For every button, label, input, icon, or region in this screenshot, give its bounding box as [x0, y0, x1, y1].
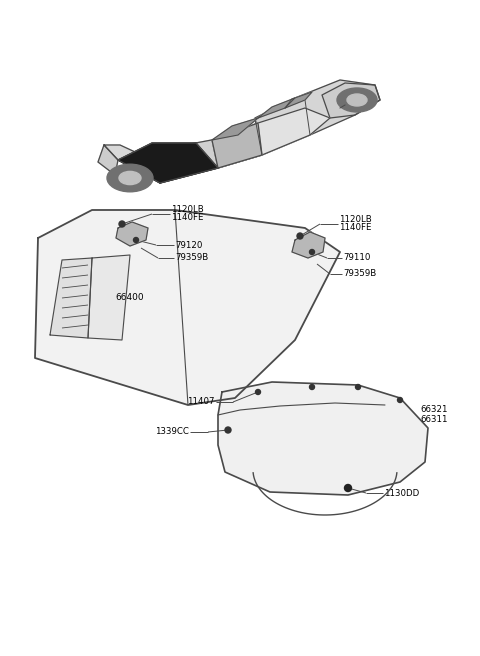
Polygon shape — [118, 143, 218, 183]
Text: 79120: 79120 — [175, 241, 203, 249]
Polygon shape — [212, 123, 262, 168]
Polygon shape — [212, 108, 330, 168]
Circle shape — [119, 221, 125, 227]
Text: 79359B: 79359B — [175, 253, 208, 262]
Polygon shape — [292, 232, 325, 258]
Ellipse shape — [119, 171, 141, 184]
Text: 1339CC: 1339CC — [155, 428, 189, 436]
Circle shape — [225, 427, 231, 433]
Text: 11407: 11407 — [188, 398, 215, 407]
Text: 66400: 66400 — [115, 293, 144, 302]
Ellipse shape — [107, 164, 153, 192]
Polygon shape — [116, 222, 148, 246]
Text: 1140FE: 1140FE — [339, 222, 372, 232]
Polygon shape — [35, 210, 340, 405]
Polygon shape — [212, 118, 258, 140]
Circle shape — [310, 249, 314, 255]
Polygon shape — [50, 258, 92, 338]
Polygon shape — [98, 145, 118, 175]
Text: 79110: 79110 — [343, 253, 371, 262]
Text: 66311: 66311 — [420, 415, 447, 424]
Text: 66321: 66321 — [420, 405, 447, 415]
Ellipse shape — [347, 94, 367, 106]
Polygon shape — [104, 145, 160, 183]
Polygon shape — [148, 135, 262, 183]
Polygon shape — [218, 382, 428, 495]
Text: 1130DD: 1130DD — [384, 489, 419, 497]
Ellipse shape — [337, 88, 377, 112]
Polygon shape — [255, 80, 380, 155]
Circle shape — [356, 384, 360, 390]
Text: 79359B: 79359B — [343, 270, 376, 279]
Polygon shape — [322, 83, 380, 118]
Circle shape — [310, 384, 314, 390]
Polygon shape — [285, 92, 312, 108]
Circle shape — [345, 485, 351, 491]
Polygon shape — [258, 98, 295, 118]
Polygon shape — [88, 255, 130, 340]
Text: 1120LB: 1120LB — [171, 205, 204, 213]
Text: 1140FE: 1140FE — [171, 213, 204, 222]
Circle shape — [255, 390, 261, 394]
Circle shape — [133, 237, 139, 243]
Circle shape — [297, 233, 303, 239]
Text: 1120LB: 1120LB — [339, 215, 372, 224]
Circle shape — [397, 398, 403, 403]
